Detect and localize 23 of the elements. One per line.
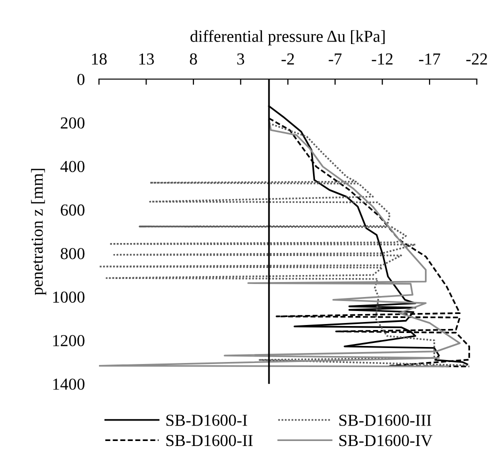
y-tick-label: 1400 <box>53 378 84 390</box>
x-tick-label: -22 <box>466 53 487 64</box>
x-axis-title: differential pressure Δu [kPa] <box>190 30 385 46</box>
x-tick-label: 3 <box>237 53 244 65</box>
legend-label: SB-D1600-III <box>339 414 432 426</box>
x-tick-label: 8 <box>190 53 197 65</box>
legend-label: SB-D1600-IV <box>339 434 432 446</box>
y-tick-label: 200 <box>60 117 84 129</box>
y-axis-title: penetration z [mm] <box>31 168 46 296</box>
x-tick-label: 13 <box>139 53 154 65</box>
legend-label: SB-D1600-II <box>166 434 253 446</box>
x-tick-label: 18 <box>92 53 107 65</box>
legend-label: SB-D1600-I <box>166 414 248 426</box>
x-tick-label: -2 <box>282 53 294 64</box>
y-tick-label: 0 <box>77 74 84 86</box>
y-tick-label: 400 <box>60 160 84 172</box>
y-tick-label: 1200 <box>53 335 84 346</box>
y-tick-label: 800 <box>60 248 84 260</box>
x-tick-label: -7 <box>328 54 342 64</box>
x-tick-label: -12 <box>372 53 393 64</box>
x-tick-label: -17 <box>419 53 440 64</box>
y-tick-label: 1000 <box>53 291 84 303</box>
y-tick-label: 600 <box>60 204 84 216</box>
